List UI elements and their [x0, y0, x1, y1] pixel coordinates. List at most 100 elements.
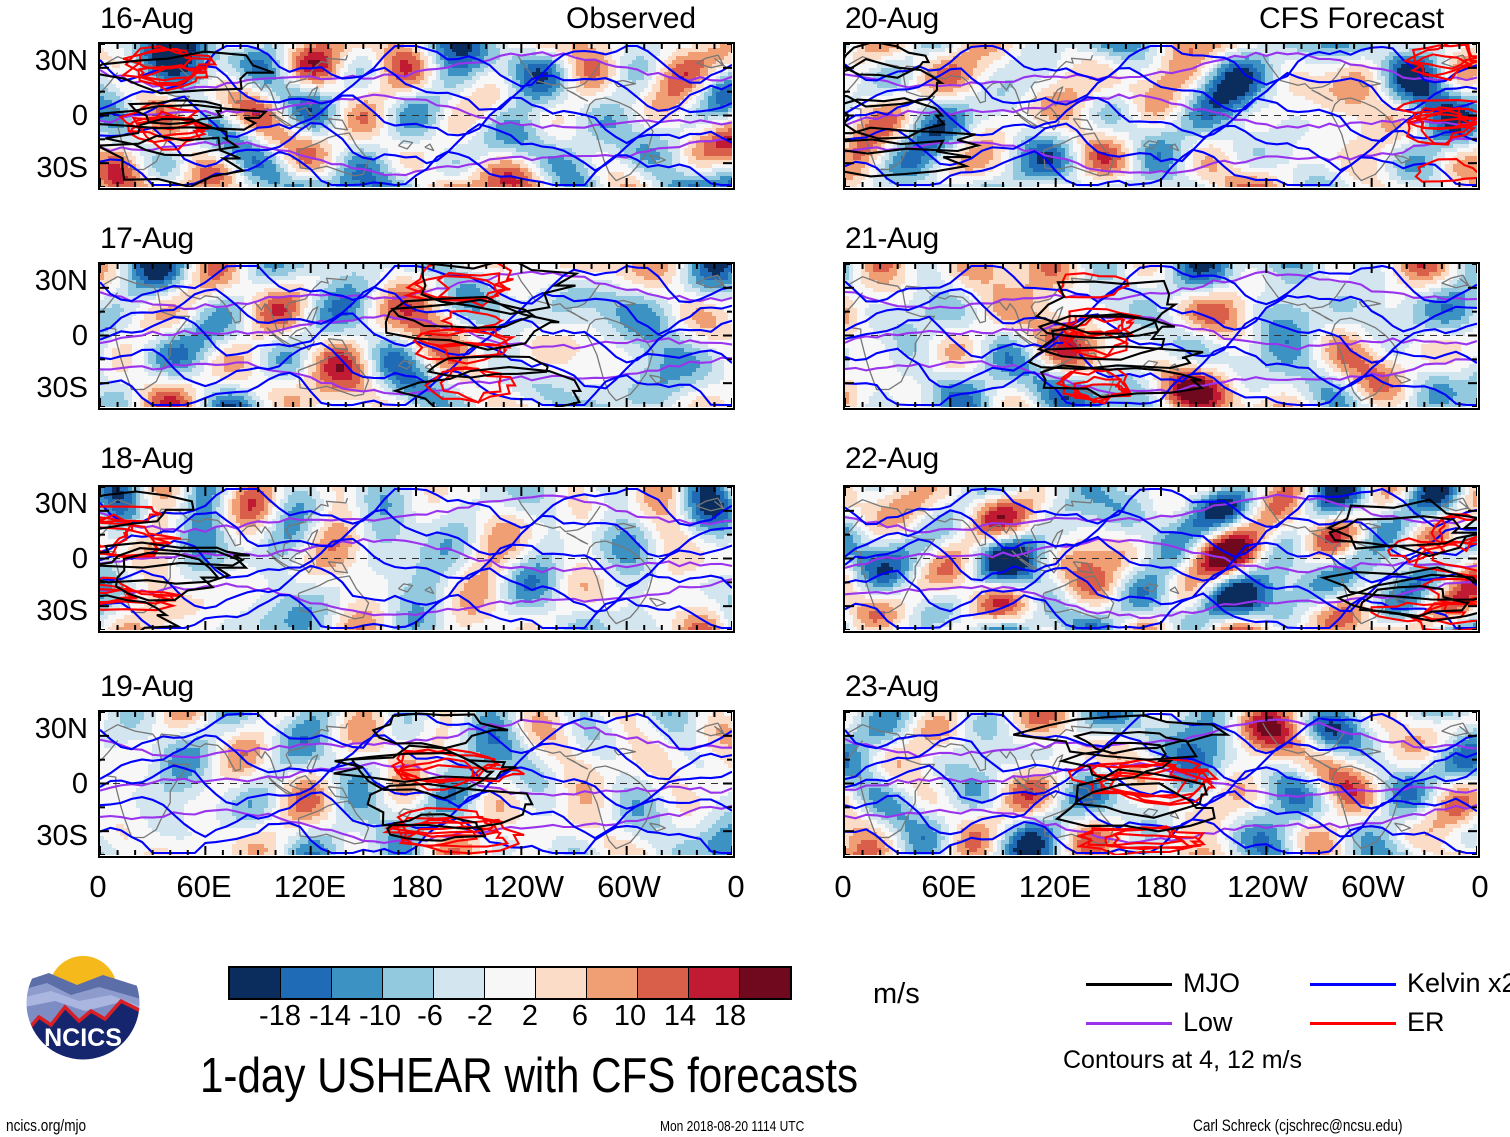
x-axis-label-r0: 0: [803, 871, 883, 902]
colorbar-swatch-9: [688, 968, 739, 998]
map-panel-19-aug[interactable]: [98, 710, 735, 858]
panel-title-17-aug: 17-Aug: [100, 224, 194, 254]
column-header-cfs-forecast: CFS Forecast: [1259, 4, 1444, 34]
colorbar-swatch-2: [331, 968, 382, 998]
column-header-observed: Observed: [566, 4, 696, 34]
y-axis-label-30s-row2: 30S: [0, 374, 88, 403]
colorbar-tick--6: -6: [390, 1002, 470, 1031]
footer-right: Carl Schreck (cjschrec@ncsu.edu): [1193, 1117, 1403, 1134]
panel-title-22-aug: 22-Aug: [845, 444, 939, 474]
panel-ticks: [100, 487, 732, 630]
x-axis-label-l60e: 60E: [164, 871, 244, 902]
legend-label-er: ER: [1407, 1009, 1445, 1036]
map-field: [845, 487, 1477, 630]
colorbar-swatch-0: [230, 968, 280, 998]
x-axis-label-r120w: 120W: [1227, 871, 1308, 902]
colorbar-tick-6: 6: [540, 1002, 620, 1031]
map-panel-22-aug[interactable]: [843, 485, 1480, 633]
map-panel-23-aug[interactable]: [843, 710, 1480, 858]
map-field: [845, 44, 1477, 187]
colorbar-tick--2: -2: [440, 1002, 520, 1031]
x-axis-label-r360: 0: [1440, 871, 1510, 902]
legend-label-mjo: MJO: [1183, 970, 1240, 997]
legend-line-kelvin: [1310, 983, 1396, 986]
ncics-logo: NCICS: [25, 945, 141, 1061]
legend-label-kelvin: Kelvin x2: [1407, 970, 1510, 997]
ncics-logo-text: NCICS: [44, 1024, 122, 1052]
colorbar-tick-2: 2: [490, 1002, 570, 1031]
ncics-logo-icon: NCICS: [25, 945, 141, 1061]
coastlines: [845, 722, 1473, 850]
coastlines: [100, 274, 728, 402]
panel-title-18-aug: 18-Aug: [100, 444, 194, 474]
panel-title-16-aug: 16-Aug: [100, 4, 194, 34]
y-axis-label-30s-row3: 30S: [0, 597, 88, 626]
colorbar-swatch-1: [280, 968, 331, 998]
map-field: [100, 44, 732, 187]
y-axis-label-30s-row1: 30S: [0, 154, 88, 183]
panel-ticks: [100, 44, 732, 187]
panel-title-21-aug: 21-Aug: [845, 224, 939, 254]
y-axis-label-30s-row4: 30S: [0, 822, 88, 851]
x-axis-label-r60w: 60W: [1333, 871, 1413, 902]
x-axis-label-l120w: 120W: [483, 871, 564, 902]
colorbar: [228, 966, 792, 1000]
legend-line-mjo: [1086, 983, 1172, 986]
map-field: [100, 487, 732, 630]
colorbar-swatch-6: [535, 968, 586, 998]
panel-ticks: [845, 487, 1477, 630]
legend-label-low: Low: [1183, 1009, 1233, 1036]
x-axis-label-l0: 0: [58, 871, 138, 902]
panel-ticks: [845, 264, 1477, 407]
footer-timestamp: Mon 2018-08-20 1114 UTC: [660, 1118, 804, 1135]
map-panel-16-aug[interactable]: [98, 42, 735, 190]
map-panel-18-aug[interactable]: [98, 485, 735, 633]
panel-ticks: [845, 44, 1477, 187]
y-axis-label-0-row4: 0: [0, 770, 88, 799]
colorbar-tick-18: 18: [690, 1002, 770, 1031]
coastlines: [100, 497, 728, 625]
chart-title: 1-day USHEAR with CFS forecasts: [200, 1052, 858, 1101]
map-panel-21-aug[interactable]: [843, 262, 1480, 410]
colorbar-tick--18: -18: [240, 1002, 320, 1031]
colorbar-tick--14: -14: [290, 1002, 370, 1031]
y-axis-label-0-row2: 0: [0, 322, 88, 351]
map-field: [100, 712, 732, 855]
colorbar-swatch-7: [586, 968, 637, 998]
x-axis-label-l360: 0: [696, 871, 776, 902]
contour-interval-note: Contours at 4, 12 m/s: [1063, 1048, 1302, 1073]
y-axis-label-0-row1: 0: [0, 102, 88, 131]
colorbar-tick-10: 10: [590, 1002, 670, 1031]
colorbar-tick--10: -10: [340, 1002, 420, 1031]
colorbar-units-label: m/s: [873, 980, 920, 1009]
panel-ticks: [845, 712, 1477, 855]
panel-title-23-aug: 23-Aug: [845, 672, 939, 702]
legend-line-er: [1310, 1022, 1396, 1025]
panel-ticks: [100, 264, 732, 407]
colorbar-swatch-5: [484, 968, 535, 998]
panel-title-19-aug: 19-Aug: [100, 672, 194, 702]
panel-ticks: [100, 712, 732, 855]
x-axis-label-r60e: 60E: [909, 871, 989, 902]
x-axis-label-l120e: 120E: [270, 871, 350, 902]
y-axis-label-30n-row1: 30N: [0, 47, 88, 76]
y-axis-label-30n-row4: 30N: [0, 715, 88, 744]
y-axis-label-30n-row3: 30N: [0, 490, 88, 519]
x-axis-label-l180: 180: [377, 871, 457, 902]
map-panel-20-aug[interactable]: [843, 42, 1480, 190]
panel-title-20-aug: 20-Aug: [845, 4, 939, 34]
y-axis-label-0-row3: 0: [0, 545, 88, 574]
map-field: [100, 264, 732, 407]
colorbar-swatch-4: [433, 968, 484, 998]
map-field: [845, 712, 1477, 855]
colorbar-swatch-8: [637, 968, 688, 998]
x-axis-label-r180: 180: [1121, 871, 1201, 902]
map-panel-17-aug[interactable]: [98, 262, 735, 410]
footer-left[interactable]: ncics.org/mjo: [6, 1117, 86, 1134]
x-axis-label-l60w: 60W: [589, 871, 669, 902]
legend-line-low: [1086, 1022, 1172, 1025]
map-field: [845, 264, 1477, 407]
contour-overlays: [845, 264, 1477, 407]
x-axis-label-r120e: 120E: [1015, 871, 1095, 902]
colorbar-swatch-3: [382, 968, 433, 998]
